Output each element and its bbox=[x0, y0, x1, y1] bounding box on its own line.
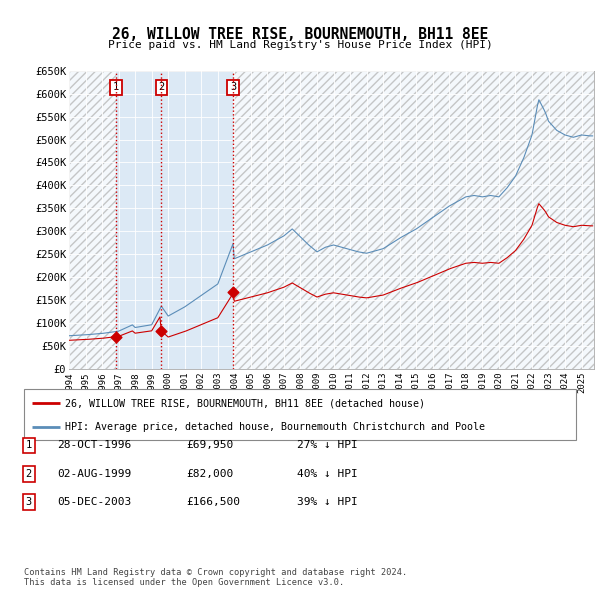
Text: 39% ↓ HPI: 39% ↓ HPI bbox=[297, 497, 358, 507]
Text: 3: 3 bbox=[230, 82, 236, 92]
Text: 26, WILLOW TREE RISE, BOURNEMOUTH, BH11 8EE: 26, WILLOW TREE RISE, BOURNEMOUTH, BH11 … bbox=[112, 27, 488, 41]
Text: £82,000: £82,000 bbox=[186, 469, 233, 478]
Text: HPI: Average price, detached house, Bournemouth Christchurch and Poole: HPI: Average price, detached house, Bour… bbox=[65, 422, 485, 432]
Text: 2: 2 bbox=[158, 82, 164, 92]
Bar bbox=[233, 71, 594, 369]
Text: £69,950: £69,950 bbox=[186, 441, 233, 450]
Text: 27% ↓ HPI: 27% ↓ HPI bbox=[297, 441, 358, 450]
Text: Price paid vs. HM Land Registry's House Price Index (HPI): Price paid vs. HM Land Registry's House … bbox=[107, 40, 493, 50]
Text: 40% ↓ HPI: 40% ↓ HPI bbox=[297, 469, 358, 478]
Text: 3: 3 bbox=[26, 497, 32, 507]
Text: 05-DEC-2003: 05-DEC-2003 bbox=[57, 497, 131, 507]
Text: 02-AUG-1999: 02-AUG-1999 bbox=[57, 469, 131, 478]
Text: 1: 1 bbox=[113, 82, 119, 92]
Text: Contains HM Land Registry data © Crown copyright and database right 2024.
This d: Contains HM Land Registry data © Crown c… bbox=[24, 568, 407, 587]
Text: 1: 1 bbox=[26, 441, 32, 450]
Bar bbox=[69, 71, 116, 369]
Point bbox=[228, 288, 238, 297]
Text: 28-OCT-1996: 28-OCT-1996 bbox=[57, 441, 131, 450]
Point bbox=[111, 332, 121, 342]
Point bbox=[157, 326, 166, 336]
Text: 26, WILLOW TREE RISE, BOURNEMOUTH, BH11 8EE (detached house): 26, WILLOW TREE RISE, BOURNEMOUTH, BH11 … bbox=[65, 398, 425, 408]
Text: £166,500: £166,500 bbox=[186, 497, 240, 507]
Text: 2: 2 bbox=[26, 469, 32, 478]
